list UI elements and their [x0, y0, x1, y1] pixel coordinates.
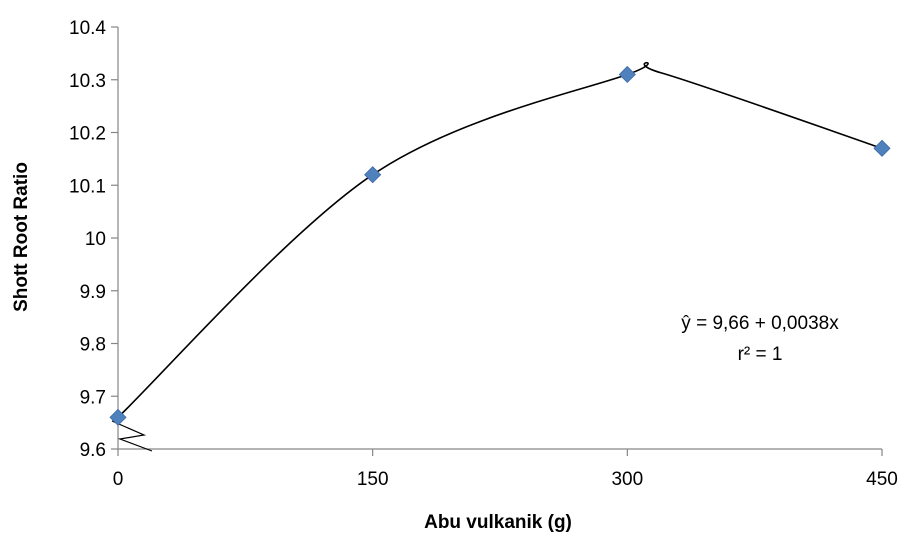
equation-label: ŷ = 9,66 + 0,0038x [681, 313, 839, 334]
data-point-diamond [873, 139, 891, 157]
trendline [117, 61, 883, 418]
y-tick-label: 10.2 [69, 124, 106, 145]
y-tick-label: 10.3 [69, 71, 106, 92]
y-tick-label: 9.8 [80, 335, 106, 356]
y-tick-label: 10.1 [69, 176, 106, 197]
data-point-diamond [618, 65, 636, 84]
y-tick-label: 10.4 [69, 18, 106, 39]
data-point-diamond [364, 166, 382, 184]
axis-break-icon [111, 420, 153, 452]
y-tick-label: 9.9 [80, 282, 106, 303]
data-points [109, 65, 891, 426]
x-tick-label: 300 [611, 469, 643, 490]
trendline-layer [117, 61, 883, 418]
y-axis-title: Shott Root Ratio [11, 162, 32, 312]
y-tick-label: 10 [85, 229, 106, 250]
x-tick-label: 150 [357, 469, 389, 490]
x-axis-title: Abu vulkanik (g) [424, 512, 572, 533]
x-tick-label: 0 [113, 469, 124, 490]
r-squared-label: r² = 1 [738, 344, 783, 365]
x-tick-label: 450 [866, 469, 898, 490]
data-point-diamond [109, 408, 127, 426]
axes [111, 26, 883, 456]
y-tick-label: 9.6 [80, 440, 106, 461]
y-tick-label: 9.7 [80, 387, 106, 408]
tick-labels: 9.6 9.7 9.8 9.9 10 10.1 10.2 10.3 10.4 0 150 300 450 [69, 18, 898, 490]
